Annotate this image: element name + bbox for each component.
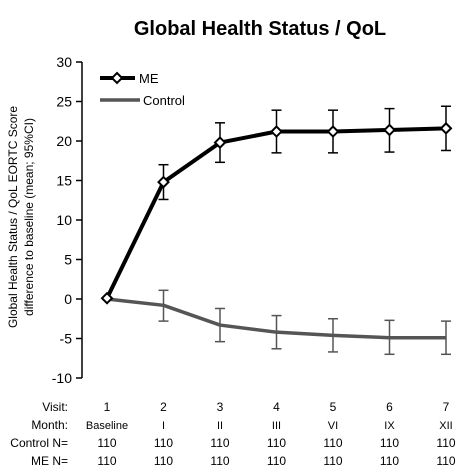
data-point — [100, 291, 114, 305]
data-point — [270, 125, 283, 138]
cell-month: II — [217, 420, 223, 432]
cell-me-n: 110 — [380, 454, 399, 468]
cell-visit: 3 — [217, 400, 224, 414]
y-tick-label: -5 — [60, 331, 73, 347]
cell-control-n: 110 — [323, 436, 342, 450]
cell-me-n: 110 — [210, 454, 229, 468]
cell-me-n: 110 — [436, 454, 455, 468]
y-tick-label: 20 — [56, 133, 72, 149]
cell-me-n: 110 — [154, 454, 173, 468]
legend-label-control: Control — [143, 93, 185, 108]
y-axis-ticks: 30 25 20 15 10 5 0 -5 -10 — [52, 54, 82, 386]
cell-month: I — [162, 420, 165, 432]
series-control — [106, 289, 451, 356]
cell-me-n: 110 — [97, 454, 116, 468]
cell-visit: 5 — [330, 400, 337, 414]
cell-control-n: 110 — [210, 436, 229, 450]
row-label-me-n: ME N= — [31, 454, 68, 468]
row-label-control-n: Control N= — [10, 436, 68, 450]
cell-control-n: 110 — [267, 436, 286, 450]
cell-month: IX — [384, 420, 395, 432]
cell-visit: 2 — [160, 400, 167, 414]
cell-control-n: 110 — [154, 436, 173, 450]
y-axis-label-line2: difference to baseline (mean; 95%CI) — [22, 118, 36, 316]
row-label-month: Month: — [31, 418, 68, 432]
data-point — [213, 136, 227, 149]
chart-title: Global Health Status / QoL — [134, 18, 386, 40]
y-tick-label: -10 — [52, 370, 72, 386]
y-tick-label: 25 — [56, 94, 72, 110]
legend-marker-me — [110, 71, 124, 85]
cell-visit: 7 — [443, 400, 450, 414]
legend: ME Control — [100, 71, 185, 108]
data-point — [157, 175, 170, 189]
data-point — [383, 123, 396, 137]
y-axis-label-line1: Global Health Status / QoL EORTC Score — [6, 106, 20, 328]
data-point — [326, 125, 340, 138]
legend-label-me: ME — [139, 71, 159, 86]
cell-visit: 1 — [104, 400, 111, 414]
cell-visit: 6 — [386, 400, 393, 414]
row-label-visit: Visit: — [42, 400, 68, 414]
y-axis-label: Global Health Status / QoL EORTC Score d… — [6, 106, 36, 328]
y-tick-label: 0 — [64, 291, 72, 307]
series-layer — [100, 105, 453, 356]
cell-me-n: 110 — [323, 454, 342, 468]
cell-month: III — [272, 420, 281, 432]
y-tick-label: 15 — [56, 173, 72, 189]
cell-control-n: 110 — [380, 436, 399, 450]
cell-control-n: 110 — [436, 436, 455, 450]
series-line — [105, 126, 447, 300]
y-tick-label: 5 — [64, 252, 72, 268]
series-line — [106, 297, 446, 340]
data-point — [439, 121, 453, 135]
cell-visit: 4 — [273, 400, 280, 414]
cell-month: VI — [328, 420, 338, 432]
cell-control-n: 110 — [97, 436, 116, 450]
y-tick-label: 30 — [56, 54, 72, 70]
cell-month: Baseline — [86, 420, 128, 432]
cell-me-n: 110 — [267, 454, 286, 468]
series-me — [100, 105, 453, 305]
y-tick-label: 10 — [56, 212, 72, 228]
cell-month: XII — [439, 420, 452, 432]
